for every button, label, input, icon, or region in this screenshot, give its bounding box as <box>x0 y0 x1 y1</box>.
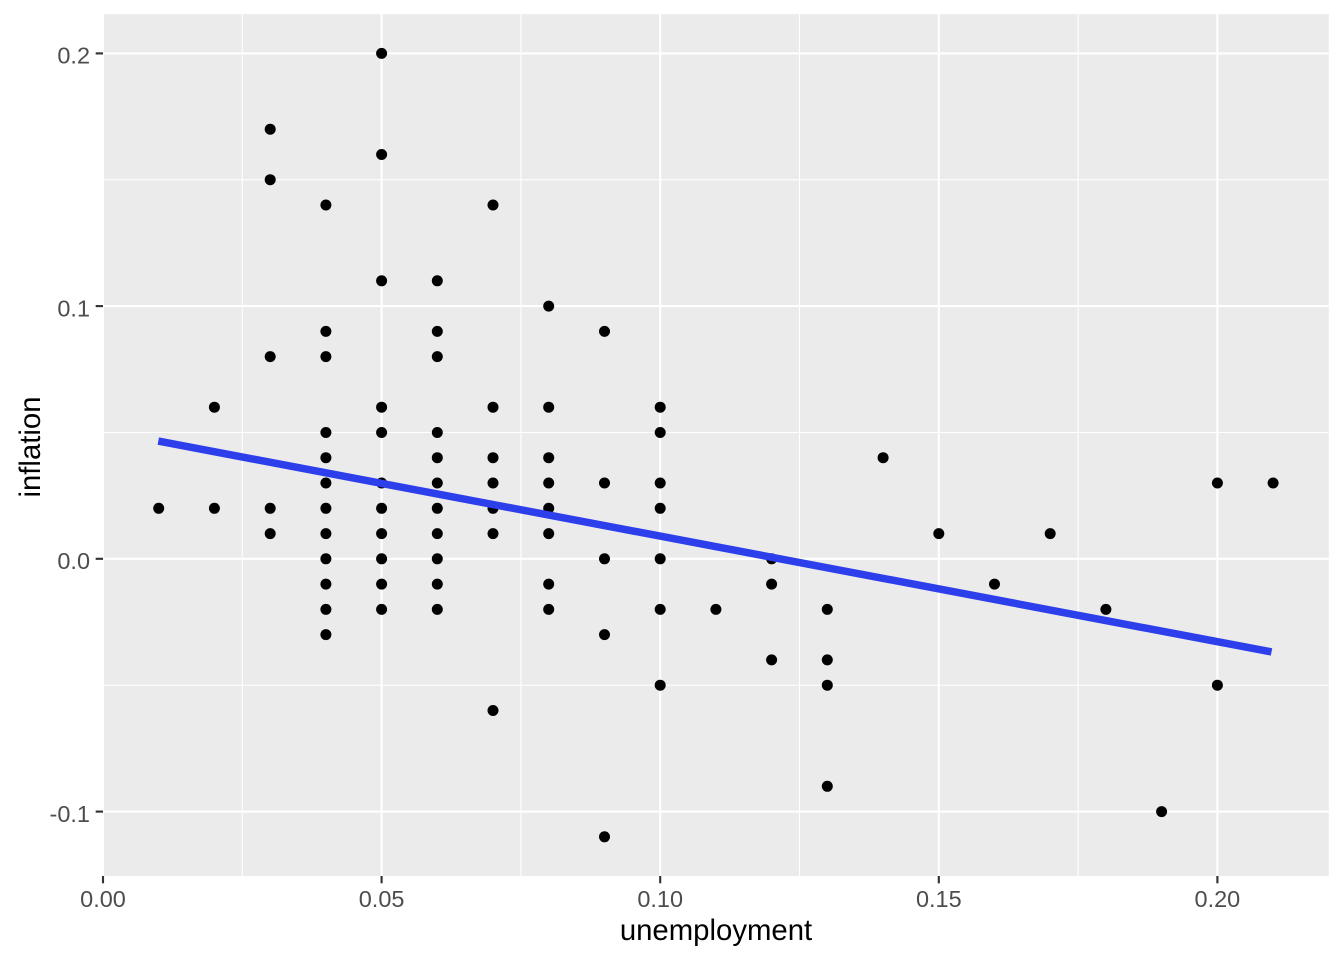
svg-text:0.2: 0.2 <box>57 43 90 69</box>
svg-text:-0.1: -0.1 <box>50 801 90 827</box>
svg-text:0.05: 0.05 <box>359 886 405 912</box>
svg-text:0.0: 0.0 <box>57 548 90 574</box>
svg-text:unemployment: unemployment <box>620 914 812 947</box>
svg-text:0.1: 0.1 <box>57 295 90 321</box>
svg-text:0.15: 0.15 <box>916 886 962 912</box>
svg-text:0.20: 0.20 <box>1195 886 1241 912</box>
svg-text:0.00: 0.00 <box>80 886 126 912</box>
svg-text:inflation: inflation <box>14 396 47 497</box>
svg-text:0.10: 0.10 <box>637 886 683 912</box>
